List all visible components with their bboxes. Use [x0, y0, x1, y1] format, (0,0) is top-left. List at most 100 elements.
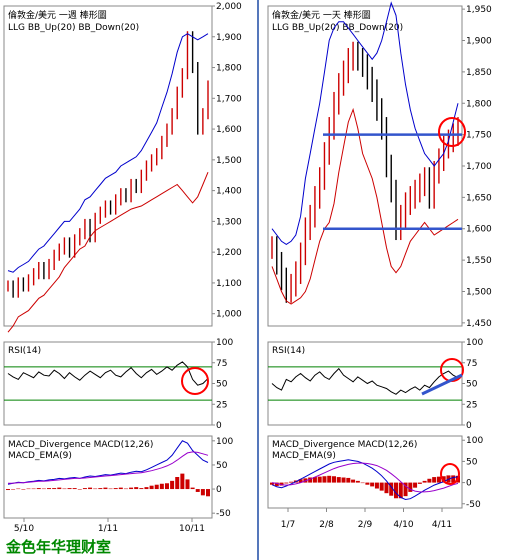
- daily-price-ytick-label: 1,850: [466, 68, 492, 78]
- daily-macd-ytick-label: 50: [466, 457, 478, 467]
- daily-macd-histogram-bar: [360, 482, 365, 484]
- weekly-price-ytick-label: 1,000: [216, 310, 242, 320]
- daily-rsi-ytick-label: 50: [466, 380, 478, 390]
- weekly-macd-histogram-bar: [98, 488, 103, 490]
- weekly-macd-ytick-label: 50: [216, 461, 228, 471]
- weekly-macd-histogram-bar: [134, 487, 139, 490]
- daily-macd-histogram-bar: [317, 476, 322, 483]
- weekly-macd-histogram-bar: [185, 479, 190, 490]
- weekly-macd-histogram-bar: [52, 488, 57, 490]
- weekly-rsi-frame: [3, 341, 213, 426]
- weekly-xtick-label: 1/11: [98, 524, 118, 534]
- daily-macd-histogram-bar: [441, 476, 446, 483]
- weekly-macd-histogram-bar: [206, 489, 210, 497]
- weekly-macd-histogram-bar: [67, 488, 72, 490]
- daily-macd-histogram-bar: [417, 482, 422, 484]
- weekly-macd-histogram-bar: [6, 489, 10, 491]
- weekly-price-ytick-label: 1,400: [216, 187, 242, 197]
- daily-price-ytick-label: 1,550: [466, 256, 492, 266]
- daily-macd-histogram-bar: [341, 477, 346, 483]
- weekly-macd-histogram-bar: [93, 488, 98, 490]
- weekly-macd-histogram-bar: [36, 488, 41, 490]
- daily-macd-histogram-bar: [379, 482, 384, 491]
- weekly-rsi-label: RSI(14): [8, 346, 41, 356]
- weekly-rsi-highlight-circle: [181, 367, 209, 395]
- daily-macd-histogram-bar: [279, 482, 284, 486]
- daily-price-legend: LLG BB_Up(20) BB_Down(20): [272, 23, 403, 33]
- weekly-bb-up-line: [7, 33, 209, 273]
- weekly-macd-histogram-bar: [77, 489, 82, 490]
- daily-macd-histogram-bar: [384, 482, 389, 494]
- daily-price-ytick-label: 1,450: [466, 319, 492, 329]
- weekly-macd-histogram-bar: [190, 487, 195, 490]
- daily-rsi-ytick-label: 100: [466, 338, 483, 348]
- weekly-rsi-ytick-label: 0: [216, 421, 222, 431]
- weekly-price-ytick-label: 1,500: [216, 156, 242, 166]
- weekly-macd-histogram-bar: [180, 473, 185, 490]
- weekly-macd-ytick-label: 100: [216, 437, 233, 447]
- daily-price-ytick-label: 1,650: [466, 193, 492, 203]
- daily-macd-histogram-bar: [284, 482, 289, 484]
- weekly-price-ytick-label: 1,800: [216, 64, 242, 74]
- weekly-macd-histogram-bar: [57, 487, 62, 490]
- daily-xtick-label: 4/11: [432, 520, 452, 530]
- weekly-macd-histogram-bar: [149, 485, 154, 490]
- weekly-macd-histogram-bar: [21, 489, 26, 490]
- weekly-macd-line: [7, 440, 209, 485]
- weekly-price-frame: [3, 5, 213, 327]
- weekly-xtick-label: 5/10: [14, 524, 34, 534]
- daily-bb-down-line: [271, 107, 459, 305]
- daily-macd-histogram-bar: [374, 482, 379, 489]
- daily-rsi-label: RSI(14): [272, 346, 305, 356]
- daily-macd-histogram-bar: [370, 482, 375, 487]
- daily-macd-line: [271, 459, 459, 501]
- daily-macd-histogram-bar: [365, 482, 370, 485]
- weekly-macd-histogram-bar: [195, 489, 200, 492]
- watermark-text: 金色年华理财室: [5, 538, 111, 556]
- daily-xtick-label: 1/7: [281, 520, 295, 530]
- daily-macd-histogram-bar: [389, 482, 394, 496]
- daily-macd-histogram-bar: [394, 482, 398, 499]
- weekly-macd-histogram-bar: [164, 483, 169, 490]
- daily-macd-histogram-bar: [432, 477, 437, 483]
- daily-macd-histogram-bar: [312, 477, 317, 483]
- daily-rsi-frame: [267, 341, 463, 426]
- daily-macd-histogram-bar: [398, 482, 403, 499]
- daily-xtick-label: 2/8: [319, 520, 334, 530]
- weekly-price-title: 倫敦金/美元 一週 棒形圖: [8, 9, 107, 21]
- daily-xtick-label: 4/10: [393, 520, 413, 530]
- weekly-macd-histogram-bar: [144, 487, 149, 490]
- weekly-macd-histogram-bar: [16, 488, 21, 490]
- daily-price-highlight-circle: [438, 117, 466, 147]
- weekly-macd-histogram-bar: [175, 477, 180, 490]
- daily-macd-ema-line: [271, 462, 459, 493]
- weekly-macd-ytick-label: 0: [216, 485, 222, 495]
- weekly-macd-histogram-bar: [113, 488, 118, 490]
- weekly-price-ytick-label: 1,300: [216, 217, 242, 227]
- daily-bb-up-line: [271, 1, 459, 245]
- weekly-macd-histogram-bar: [47, 488, 52, 490]
- daily-macd-ema-label: MACD_EMA(9): [272, 451, 336, 461]
- weekly-macd-histogram-bar: [108, 488, 113, 490]
- daily-price-ytick-label: 1,750: [466, 131, 492, 141]
- daily-macd-histogram-bar: [436, 476, 441, 483]
- daily-macd-ytick-label: 100: [466, 436, 483, 446]
- weekly-macd-histogram-bar: [129, 487, 134, 490]
- daily-macd-histogram-bar: [322, 476, 327, 483]
- daily-rsi-ytick-label: 25: [466, 400, 477, 410]
- daily-rsi-line: [271, 367, 459, 395]
- weekly-chart-group: 倫敦金/美元 一週 棒形圖 LLG BB_Up(20) BB_Down(20) 2,…: [4, 2, 242, 534]
- weekly-rsi-ytick-label: 75: [216, 359, 227, 369]
- daily-rsi-trend-arrow: [421, 373, 463, 396]
- daily-macd-highlight-circle: [440, 463, 460, 485]
- daily-rsi-ytick-label: 75: [466, 359, 477, 369]
- weekly-macd-histogram-bar: [123, 488, 128, 490]
- weekly-macd-histogram-bar: [200, 489, 205, 496]
- daily-macd-histogram-bar: [403, 482, 408, 497]
- weekly-price-ytick-label: 1,200: [216, 248, 242, 258]
- weekly-macd-ema-label: MACD_EMA(9): [8, 451, 72, 461]
- daily-chart-group: 倫敦金/美元 一天 棒形圖 LLG BB_Up(20) BB_Down(20) 1,…: [268, 1, 492, 530]
- daily-price-ytick-label: 1,950: [466, 5, 492, 15]
- weekly-macd-histogram-bar: [31, 488, 36, 490]
- daily-macd-histogram-bar: [274, 482, 279, 486]
